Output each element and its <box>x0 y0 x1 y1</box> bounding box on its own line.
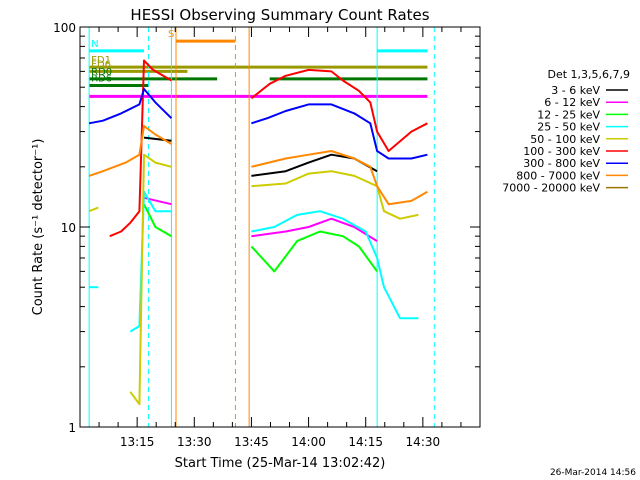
segment-label: RD6 <box>91 73 112 84</box>
series-line-4-0 <box>88 206 99 213</box>
x-tick-label: 13:30 <box>177 435 212 449</box>
legend-label: 25 - 50 keV <box>537 121 600 134</box>
vertical-markers <box>88 27 435 427</box>
x-tick-label: 13:45 <box>234 435 269 449</box>
y-tick-label: 10 <box>61 221 76 235</box>
x-axis-label: Start Time (25-Mar-14 13:02:42) <box>175 456 386 471</box>
legend-label: 100 - 300 keV <box>523 145 600 158</box>
y-axis-label: Count Rate (s⁻¹ detector⁻¹) <box>31 139 46 316</box>
series-line-6-1 <box>251 103 428 160</box>
series-lines <box>88 59 428 406</box>
segment-label: RD0 <box>91 67 112 78</box>
series-line-5-0 <box>109 59 172 238</box>
series-line-3-1 <box>129 190 172 333</box>
segment-label: FD1 <box>91 55 111 66</box>
series-line-2-0 <box>143 203 172 238</box>
segment-label: N <box>91 39 98 50</box>
series-line-7-1 <box>251 150 428 206</box>
y-axis: 1 10 100 <box>53 21 480 435</box>
legend-label: 6 - 12 keV <box>544 96 600 109</box>
x-tick-label: 14:00 <box>291 435 326 449</box>
series-line-1-1 <box>251 217 378 242</box>
series-line-6-0 <box>88 88 173 125</box>
segment-bars: NSFD1FD6RD0RD6 <box>89 29 428 98</box>
legend-label: 3 - 6 keV <box>551 84 600 97</box>
x-tick-label: 14:15 <box>348 435 383 449</box>
series-line-5-1 <box>250 68 428 152</box>
series-line-2-1 <box>250 230 378 273</box>
series-line-4-2 <box>251 170 419 220</box>
legend-label: 50 - 100 keV <box>530 133 600 146</box>
x-tick-label: 14:30 <box>406 435 441 449</box>
series-line-4-1 <box>129 153 172 406</box>
chart-title: HESSI Observing Summary Count Rates <box>130 6 429 24</box>
segment-label: FD6 <box>91 59 111 70</box>
legend-label: 300 - 800 keV <box>523 157 600 170</box>
legend-label: 800 - 7000 keV <box>516 169 600 182</box>
series-line-3-2 <box>251 210 419 320</box>
legend-title: Det 1,3,5,6,7,9 <box>547 68 630 81</box>
y-tick-label: 1 <box>68 421 76 435</box>
y-tick-label: 100 <box>53 21 76 35</box>
footer-timestamp: 26-Mar-2014 14:56 <box>550 468 636 478</box>
x-axis: 13:15 13:30 13:45 14:00 14:15 14:30 <box>98 27 481 449</box>
legend-label: 12 - 25 keV <box>537 108 600 121</box>
series-line-7-0 <box>88 125 172 177</box>
x-tick-label: 13:15 <box>120 435 155 449</box>
legend-label: 7000 - 20000 keV <box>502 182 600 195</box>
